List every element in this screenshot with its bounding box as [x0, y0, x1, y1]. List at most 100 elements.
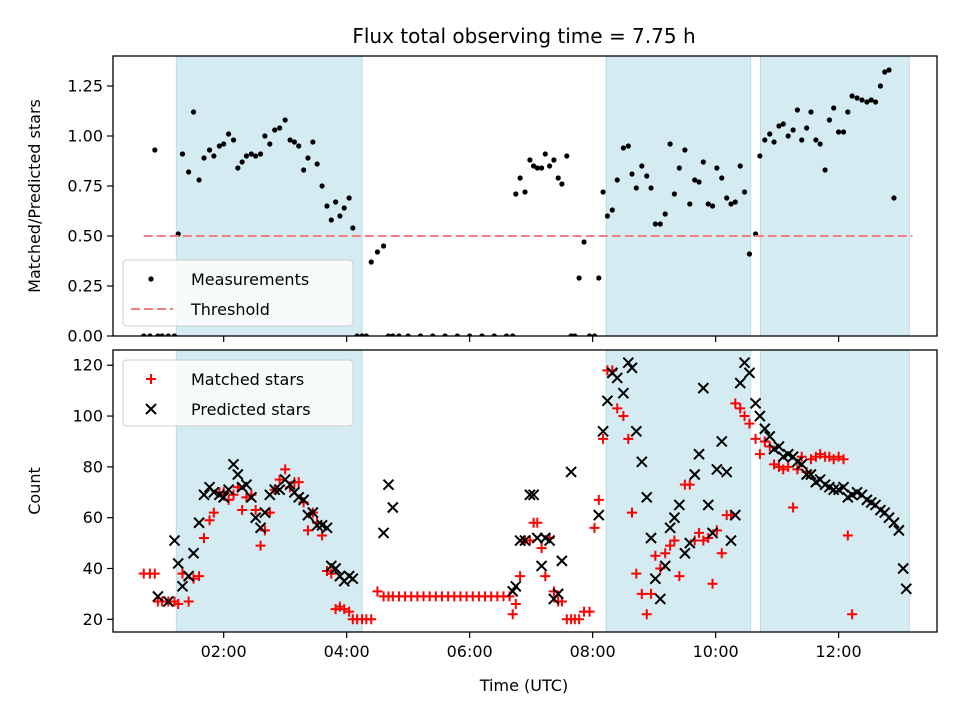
measurement-point: [696, 179, 701, 184]
measurement-point: [211, 153, 216, 158]
measurement-point: [564, 153, 569, 158]
measurement-point: [315, 161, 320, 166]
x-tick-label: 08:00: [570, 642, 616, 661]
measurement-point: [152, 147, 157, 152]
measurement-point: [596, 275, 601, 280]
measurement-point: [629, 171, 634, 176]
measurement-point: [831, 105, 836, 110]
y-tick-label: 120: [72, 356, 103, 375]
x-tick-label: 06:00: [447, 642, 493, 661]
measurement-point: [672, 191, 677, 196]
measurement-point: [221, 141, 226, 146]
measurement-point: [240, 159, 245, 164]
y-tick-label: 40: [83, 559, 103, 578]
predicted-star-point: [557, 556, 567, 566]
measurement-point: [854, 95, 859, 100]
measurement-point: [841, 129, 846, 134]
measurement-point: [319, 183, 324, 188]
flux-chart: Flux total observing time = 7.75 h 0.000…: [0, 0, 960, 720]
measurement-point: [292, 139, 297, 144]
x-tick-label: 02:00: [201, 642, 247, 661]
y-axis-label: Count: [25, 467, 44, 515]
measurement-point: [296, 143, 301, 148]
y-tick-label: 1.25: [67, 77, 103, 96]
legend-label: Predicted stars: [191, 400, 311, 419]
measurement-point: [771, 139, 776, 144]
measurement-point: [267, 141, 272, 146]
measurement-point: [277, 125, 282, 130]
observing-window-3: [761, 56, 910, 336]
measurement-point: [226, 131, 231, 136]
matched-star-point: [540, 571, 550, 581]
measurement-point: [668, 141, 673, 146]
predicted-star-point: [379, 528, 389, 538]
measurement-point: [305, 155, 310, 160]
predicted-star-point: [511, 581, 521, 591]
measurement-point: [738, 163, 743, 168]
matched-star-point: [366, 614, 376, 624]
measurement-point: [196, 177, 201, 182]
legend-label: Threshold: [190, 300, 270, 319]
measurement-point: [610, 207, 615, 212]
measurement-point: [719, 175, 724, 180]
measurement-point: [724, 195, 729, 200]
measurement-point: [714, 165, 719, 170]
measurement-point: [551, 157, 556, 162]
measurement-point: [878, 83, 883, 88]
measurement-point: [350, 225, 355, 230]
measurement-point: [347, 195, 352, 200]
measurement-point: [859, 97, 864, 102]
measurement-point: [634, 185, 639, 190]
predicted-star-point: [751, 398, 761, 408]
observing-window-2: [606, 350, 751, 632]
measurement-point: [543, 151, 548, 156]
measurement-point: [873, 99, 878, 104]
matched-star-point: [508, 609, 518, 619]
legend-measurement-swatch: [148, 276, 153, 281]
matched-star-point: [594, 495, 604, 505]
measurement-point: [808, 109, 813, 114]
predicted-star-point: [388, 503, 398, 513]
measurement-point: [258, 151, 263, 156]
measurement-point: [333, 199, 338, 204]
measurement-point: [231, 137, 236, 142]
measurement-point: [653, 221, 658, 226]
y-tick-label: 0.00: [67, 327, 103, 346]
y-tick-label: 100: [72, 407, 103, 426]
x-tick-label: 10:00: [693, 642, 739, 661]
measurement-point: [329, 217, 334, 222]
measurement-point: [605, 213, 610, 218]
measurement-point: [781, 121, 786, 126]
measurement-point: [701, 159, 706, 164]
measurement-point: [244, 153, 249, 158]
measurement-point: [180, 151, 185, 156]
measurement-point: [301, 167, 306, 172]
measurement-point: [369, 259, 374, 264]
measurement-point: [845, 109, 850, 114]
x-tick-label: 04:00: [324, 642, 370, 661]
y-tick-label: 0.75: [67, 177, 103, 196]
measurement-point: [577, 275, 582, 280]
y-tick-label: 80: [83, 457, 103, 476]
x-tick-label: 12:00: [816, 642, 862, 661]
measurement-point: [559, 181, 564, 186]
measurement-point: [682, 147, 687, 152]
matched-star-point: [150, 569, 160, 579]
predicted-star-point: [383, 480, 393, 490]
y-tick-label: 0.25: [67, 277, 103, 296]
measurement-point: [201, 155, 206, 160]
bottom-panel: 20 40 60 80 100 120 02:00 04:00 06:00 08:00 10:00 1…: [25, 350, 937, 661]
measurement-point: [799, 137, 804, 142]
measurement-point: [886, 67, 891, 72]
measurement-point: [901, 0, 906, 3]
measurement-point: [747, 251, 752, 256]
measurement-point: [324, 203, 329, 208]
measurement-point: [191, 109, 196, 114]
measurement-point: [757, 153, 762, 158]
legend: MeasurementsThreshold: [123, 260, 353, 326]
measurement-point: [904, 0, 909, 3]
measurement-point: [253, 153, 258, 158]
top-panel: 0.00 0.25 0.50 0.75 1.00 1.25 Matched/Predicte…: [25, 0, 937, 346]
measurement-point: [648, 185, 653, 190]
measurement-point: [626, 143, 631, 148]
